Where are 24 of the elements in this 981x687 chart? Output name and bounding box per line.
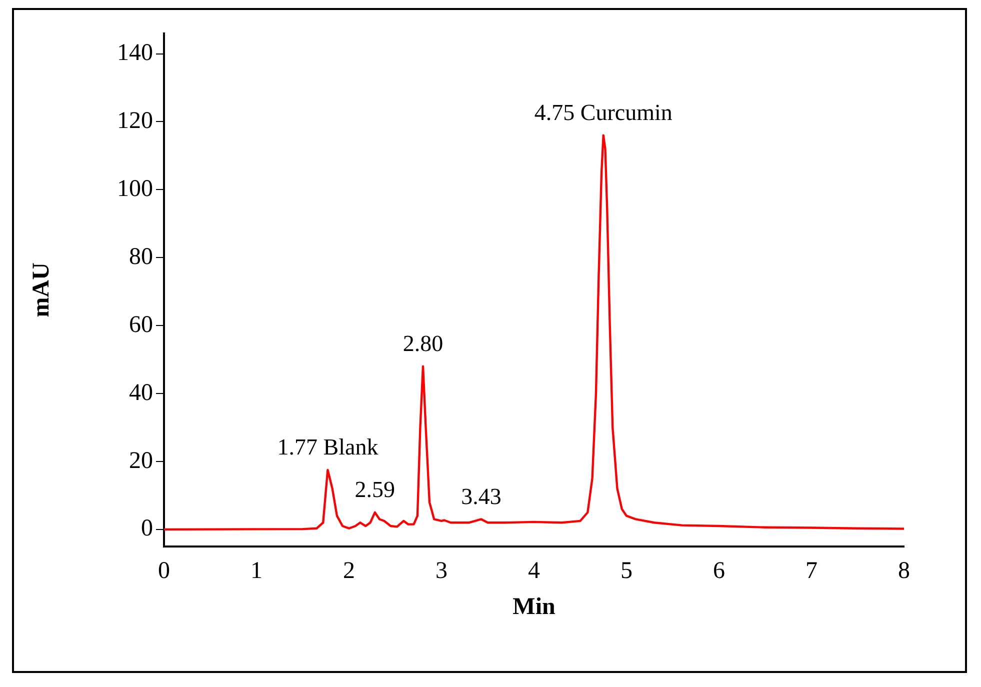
annotation: 1.77 Blank [277,434,379,460]
x-tick-label: 1 [250,558,262,584]
y-tick-label: 80 [129,244,153,270]
y-tick-label: 40 [129,380,153,406]
x-axis-title: Min [512,594,556,620]
annotation: 2.59 [354,476,396,502]
x-tick-label: 3 [436,558,448,584]
annotation: 4.75 Curcumin [534,100,673,125]
x-tick-label: 2 [343,558,355,584]
y-tick-label: 0 [141,516,153,542]
x-tick-label: 0 [158,558,170,584]
annotation: 2.80 [402,330,444,356]
y-tick-label: 120 [117,108,153,134]
x-tick-label: 4 [528,558,540,584]
x-tick-label: 6 [713,558,725,584]
y-tick-label: 100 [117,176,153,202]
x-tick-label: 7 [806,558,818,584]
annotation: 3.43 [461,484,502,509]
x-tick-label: 8 [898,558,910,584]
y-tick-label: 140 [117,40,153,66]
x-tick-label: 5 [620,558,632,584]
y-axis-title: mAU [28,262,55,318]
y-tick-label: 60 [129,312,153,338]
y-tick-label: 20 [129,448,153,474]
